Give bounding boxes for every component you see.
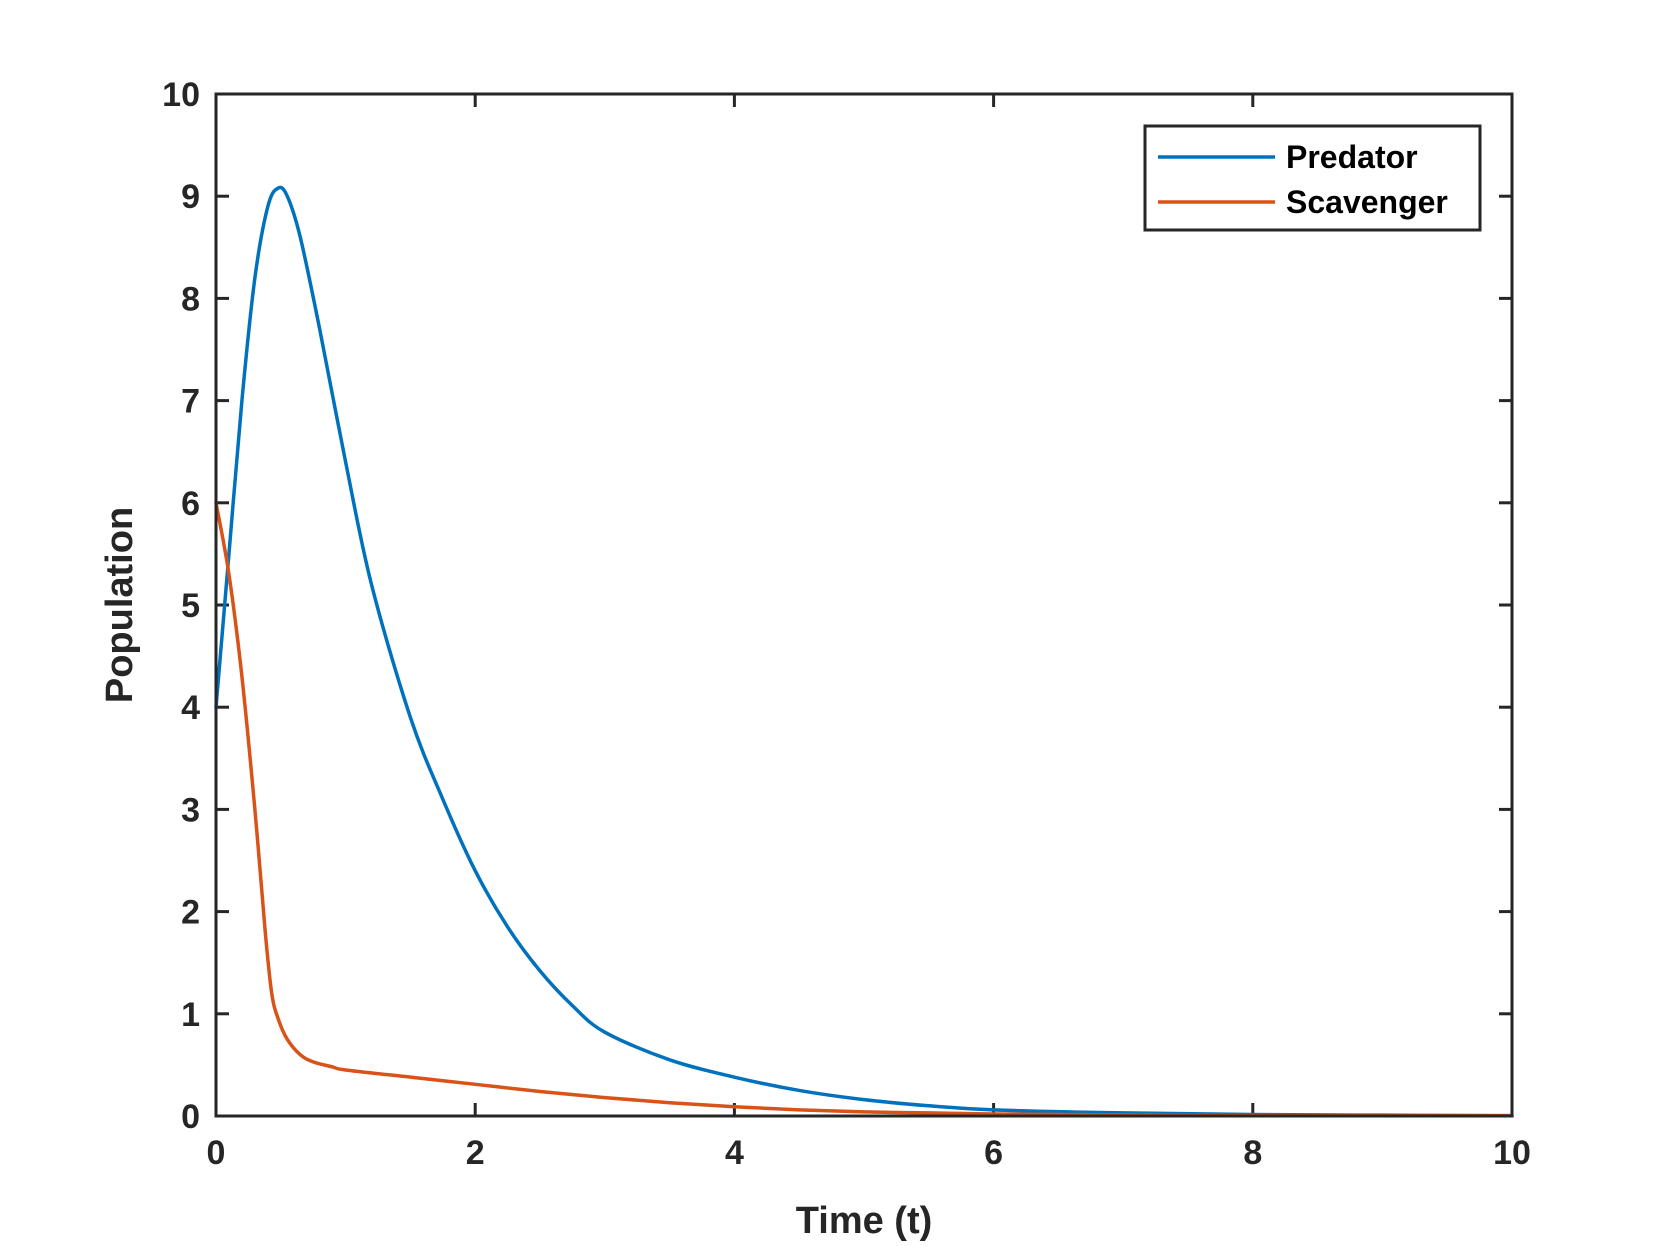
y-tick-label: 10 (162, 76, 200, 114)
plot-area (216, 94, 1512, 1116)
y-tick-label: 9 (181, 178, 200, 216)
legend-box (1143, 124, 1482, 232)
x-axis-title: Time (t) (796, 1200, 933, 1242)
y-tick-label: 8 (181, 280, 200, 318)
y-tick-label: 6 (181, 485, 200, 523)
y-tick-label: 1 (181, 996, 200, 1034)
y-tick-label: 7 (181, 383, 200, 421)
tick-labels: 0 2 4 6 8 10 0 1 2 3 4 5 6 7 8 9 10 (162, 76, 1531, 1172)
y-tick-label: 0 (181, 1098, 200, 1136)
y-axis-title: Population (99, 507, 141, 703)
x-tick-label: 10 (1493, 1134, 1531, 1172)
legend-label-scavenger: Scavenger (1286, 184, 1448, 220)
x-tick-label: 0 (207, 1134, 226, 1172)
y-tick-label: 4 (181, 689, 200, 727)
x-tick-label: 6 (984, 1134, 1003, 1172)
x-tick-label: 2 (466, 1134, 485, 1172)
y-tick-label: 2 (181, 894, 200, 932)
legend: Predator Scavenger (1143, 124, 1482, 232)
y-tick-label: 3 (181, 791, 200, 829)
legend-label-predator: Predator (1286, 139, 1418, 175)
y-tick-label: 5 (181, 587, 200, 625)
x-tick-label: 8 (1243, 1134, 1262, 1172)
axes-box (214, 92, 1514, 1118)
x-tick-label: 4 (725, 1134, 744, 1172)
series-line-predator (214, 185, 1514, 1118)
